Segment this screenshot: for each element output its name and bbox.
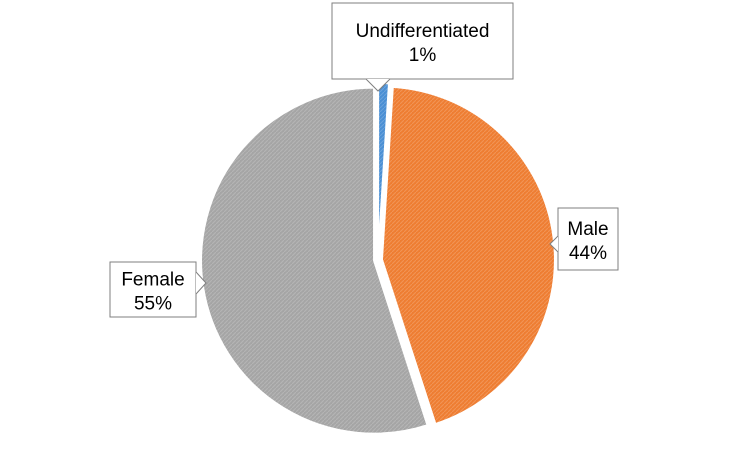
data-label-category-male: Male bbox=[567, 219, 608, 240]
data-label-undifferentiated: Undifferentiated 1% bbox=[331, 2, 514, 92]
data-label-pointer-undifferentiated bbox=[365, 78, 391, 92]
data-label-female: Female 55% bbox=[109, 261, 207, 318]
data-label-box-undifferentiated bbox=[331, 2, 514, 80]
pie-slice-texture-male bbox=[381, 86, 555, 425]
data-label-pointer-male bbox=[549, 235, 559, 253]
pie-slice-texture-female bbox=[201, 87, 428, 434]
data-label-box-male bbox=[557, 207, 619, 271]
data-label-value-male: 44% bbox=[569, 243, 607, 264]
pie-slices bbox=[200, 82, 556, 435]
data-label-category-undifferentiated: Undifferentiated bbox=[356, 21, 490, 42]
data-label-value-female: 55% bbox=[134, 294, 172, 315]
data-label-male: Male 44% bbox=[549, 207, 619, 271]
data-label-pointer-female bbox=[195, 271, 207, 295]
pie-slice-texture-undifferentiated bbox=[378, 83, 389, 257]
data-label-value-undifferentiated: 1% bbox=[409, 45, 437, 66]
data-label-callouts: Undifferentiated 1% Male 44% Female 55% bbox=[109, 2, 619, 318]
data-label-box-female bbox=[109, 261, 197, 318]
data-label-category-female: Female bbox=[121, 270, 184, 291]
